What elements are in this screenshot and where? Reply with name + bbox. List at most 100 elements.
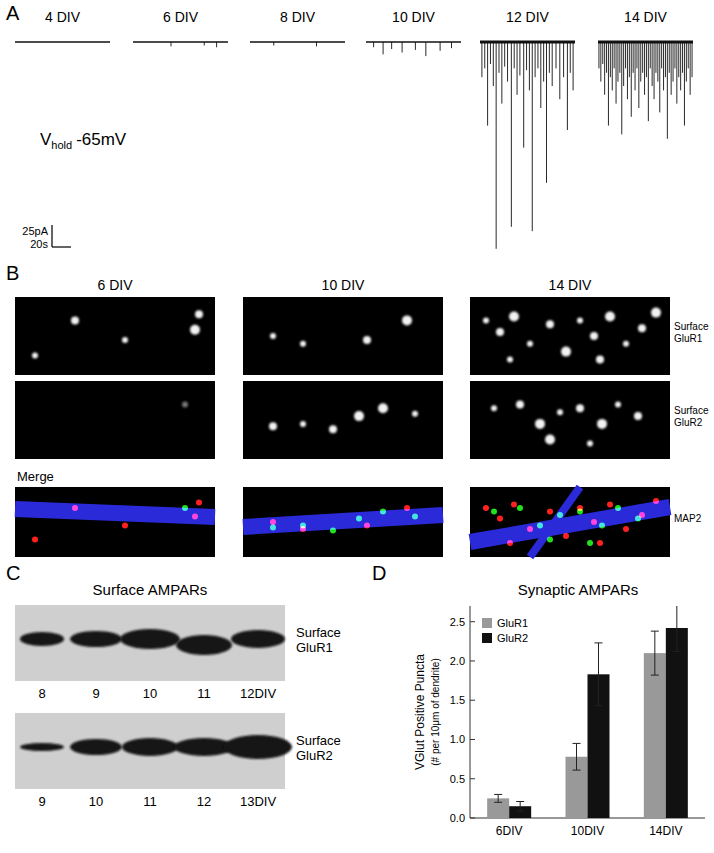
event	[567, 42, 568, 130]
bar	[666, 628, 688, 818]
micrograph	[470, 487, 670, 557]
punctum	[122, 337, 128, 343]
y-axis	[470, 606, 471, 818]
event	[425, 42, 426, 56]
punctum-red	[192, 513, 198, 519]
trace	[133, 42, 228, 47]
event	[635, 42, 636, 90]
error-cap	[494, 802, 502, 803]
micrograph	[470, 297, 670, 375]
punctum	[557, 409, 563, 415]
band	[122, 738, 178, 756]
event	[563, 42, 564, 77]
scale-bar-time	[52, 246, 71, 247]
error-line	[598, 643, 599, 706]
punctum-red	[547, 509, 553, 515]
axis-title: VGlut Positive Puncta	[413, 654, 427, 770]
lane-label: 11	[197, 686, 211, 701]
micrograph	[243, 487, 443, 557]
event	[619, 42, 620, 73]
event	[514, 42, 515, 68]
x-tick-label: 6DIV	[496, 824, 523, 838]
event	[451, 42, 452, 48]
blot-label: SurfaceGluR2	[296, 733, 341, 763]
lane-label: 10	[89, 794, 103, 809]
punctum-green	[491, 509, 497, 515]
trace	[480, 42, 575, 249]
punctum	[300, 421, 306, 427]
trace-baseline	[480, 41, 575, 44]
trace	[366, 42, 461, 56]
band	[224, 735, 292, 759]
lane-label: 13DIV	[240, 794, 276, 809]
lane-label: 9	[38, 794, 45, 809]
event	[481, 42, 482, 77]
lane-label: 8	[38, 686, 45, 701]
dendrite	[530, 487, 580, 557]
event	[549, 42, 550, 73]
error-cap	[595, 705, 603, 706]
trace-baseline	[366, 41, 461, 43]
punctum-green	[330, 527, 336, 533]
punctum-green	[537, 523, 543, 529]
punctum-green	[412, 513, 418, 519]
punctum-red	[72, 505, 78, 511]
event	[612, 42, 613, 90]
punctum	[509, 312, 519, 322]
punctum-red	[563, 533, 569, 539]
column-label: 10 DIV	[322, 277, 365, 293]
dendrite	[470, 507, 670, 542]
trace-baseline	[133, 41, 228, 43]
panel-letter: B	[6, 262, 19, 284]
y-tick	[470, 818, 475, 819]
axis-title: (# per 10μm of dendrite)	[430, 658, 441, 765]
blot-label-part: GluR2	[296, 748, 333, 763]
event	[532, 42, 533, 231]
column-label: 14 DIV	[549, 277, 592, 293]
error-line	[654, 631, 655, 675]
event	[383, 42, 384, 54]
punctum-green	[300, 523, 306, 529]
punctum	[590, 332, 598, 340]
error-bar	[673, 606, 681, 652]
event	[600, 42, 601, 82]
trace-label: 12 DIV	[506, 9, 549, 25]
punctum-green	[356, 516, 362, 522]
event	[686, 42, 687, 82]
punctum	[363, 336, 371, 344]
y-tick	[470, 739, 475, 740]
lane-label: 10	[143, 686, 157, 701]
event	[499, 42, 500, 73]
y-tick-label: 1.0	[450, 733, 465, 745]
punctum-red	[122, 523, 128, 529]
lane-label: 9	[92, 686, 99, 701]
punctum	[190, 325, 200, 335]
event	[507, 42, 508, 82]
y-tick-label: 2.0	[450, 655, 465, 667]
event	[665, 42, 666, 77]
punctum	[71, 316, 79, 324]
scale-label: 25pA	[22, 225, 48, 237]
punctum	[402, 315, 412, 325]
event	[648, 42, 649, 121]
event	[546, 42, 547, 183]
event	[627, 42, 628, 99]
micrograph	[15, 487, 215, 557]
event	[604, 42, 605, 95]
trace	[598, 42, 693, 139]
error-bar	[651, 631, 659, 675]
event	[543, 42, 544, 82]
band	[20, 632, 64, 646]
punctum	[483, 317, 489, 323]
event	[644, 42, 645, 95]
event	[493, 42, 494, 86]
chart-title: Synaptic AMPARs	[518, 581, 639, 598]
punctum-green	[577, 509, 583, 515]
punctum	[634, 412, 642, 420]
event	[688, 42, 689, 68]
panel-letter: C	[6, 562, 20, 584]
punctum-green	[599, 523, 605, 529]
event	[511, 42, 512, 227]
x-tick-label: 14DIV	[649, 824, 682, 838]
event	[373, 42, 374, 47]
